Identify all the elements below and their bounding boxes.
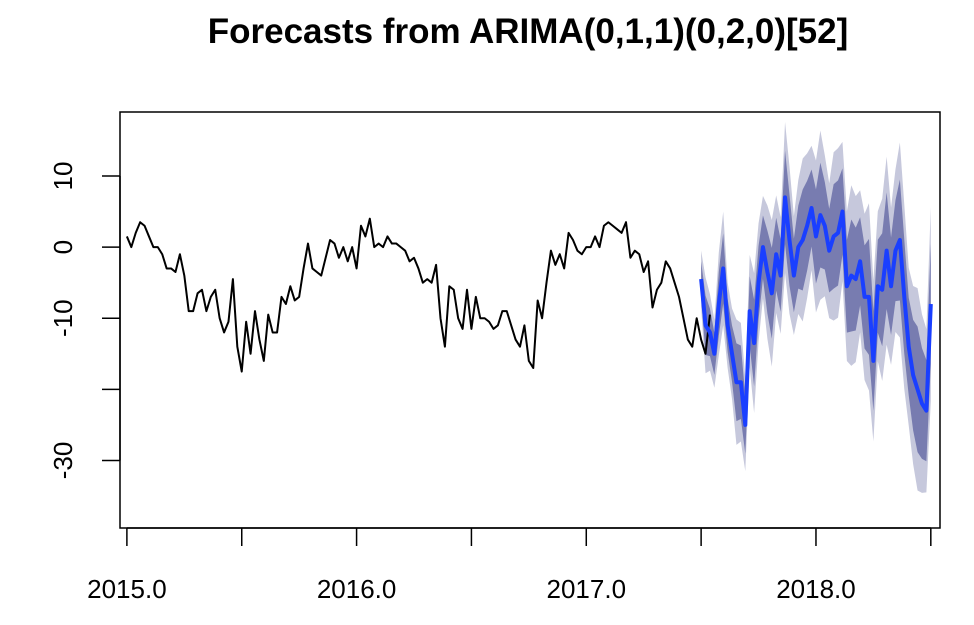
y-tick-label: 10 [48,162,78,191]
series-lines [125,195,933,427]
x-tick-label: 2018.0 [776,574,856,604]
y-axis: -30 -10 0 10 [48,162,121,480]
y-tick-label: -30 [48,442,78,480]
chart-title: Forecasts from ARIMA(0,1,1)(0,2,0)[52] [207,12,849,51]
forecast-band-80 [701,150,931,462]
x-tick-label: 2017.0 [547,574,627,604]
observed-line [125,217,711,373]
y-tick-label: -10 [48,299,78,337]
x-axis: 2015.0 2016.0 2017.0 2018.0 [87,527,932,604]
forecast-band-95 [701,121,931,493]
x-tick-label: 2015.0 [87,574,167,604]
forecast-line [699,195,933,427]
x-tick-label: 2016.0 [317,574,397,604]
prediction-interval-bands [701,121,931,493]
y-tick-label: 0 [48,240,78,254]
